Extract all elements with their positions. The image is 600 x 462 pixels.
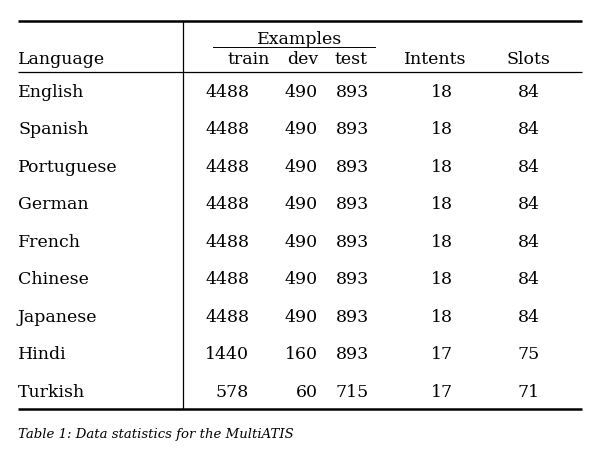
Text: 4488: 4488 (205, 158, 249, 176)
Text: French: French (18, 234, 81, 250)
Text: 84: 84 (518, 121, 540, 138)
Text: 893: 893 (336, 234, 369, 250)
Text: 893: 893 (336, 271, 369, 288)
Text: 18: 18 (431, 196, 453, 213)
Text: 490: 490 (285, 158, 318, 176)
Text: 893: 893 (336, 346, 369, 363)
Text: Japanese: Japanese (18, 309, 97, 326)
Text: 578: 578 (216, 383, 249, 401)
Text: Slots: Slots (506, 51, 550, 67)
Text: 893: 893 (336, 309, 369, 326)
Text: 18: 18 (431, 158, 453, 176)
Text: 160: 160 (285, 346, 318, 363)
Text: English: English (18, 84, 85, 101)
Text: 4488: 4488 (205, 121, 249, 138)
Text: 84: 84 (518, 196, 540, 213)
Text: 84: 84 (518, 234, 540, 250)
Text: Turkish: Turkish (18, 383, 85, 401)
Text: 84: 84 (518, 271, 540, 288)
Text: 18: 18 (431, 84, 453, 101)
Text: 1440: 1440 (205, 346, 249, 363)
Text: 84: 84 (518, 309, 540, 326)
Text: 4488: 4488 (205, 234, 249, 250)
Text: 490: 490 (285, 309, 318, 326)
Text: Chinese: Chinese (18, 271, 89, 288)
Text: 18: 18 (431, 309, 453, 326)
Text: 490: 490 (285, 121, 318, 138)
Text: 893: 893 (336, 84, 369, 101)
Text: 60: 60 (296, 383, 318, 401)
Text: Hindi: Hindi (18, 346, 67, 363)
Text: 18: 18 (431, 121, 453, 138)
Text: dev: dev (287, 51, 319, 67)
Text: 4488: 4488 (205, 309, 249, 326)
Text: 715: 715 (336, 383, 369, 401)
Text: Intents: Intents (404, 51, 466, 67)
Text: 4488: 4488 (205, 271, 249, 288)
Text: 893: 893 (336, 121, 369, 138)
Text: 18: 18 (431, 234, 453, 250)
Text: Examples: Examples (257, 31, 343, 48)
Text: 71: 71 (518, 383, 540, 401)
Text: 490: 490 (285, 234, 318, 250)
Text: 17: 17 (431, 383, 453, 401)
Text: 4488: 4488 (205, 84, 249, 101)
Text: 893: 893 (336, 158, 369, 176)
Text: Portuguese: Portuguese (18, 158, 118, 176)
Text: 18: 18 (431, 271, 453, 288)
Text: 84: 84 (518, 84, 540, 101)
Text: test: test (335, 51, 367, 67)
Text: Table 1: Data statistics for the MultiATIS: Table 1: Data statistics for the MultiAT… (18, 428, 294, 441)
Text: 84: 84 (518, 158, 540, 176)
Text: 75: 75 (518, 346, 540, 363)
Text: 17: 17 (431, 346, 453, 363)
Text: train: train (228, 51, 270, 67)
Text: 490: 490 (285, 84, 318, 101)
Text: Spanish: Spanish (18, 121, 89, 138)
Text: 4488: 4488 (205, 196, 249, 213)
Text: German: German (18, 196, 89, 213)
Text: 490: 490 (285, 196, 318, 213)
Text: 893: 893 (336, 196, 369, 213)
Text: 490: 490 (285, 271, 318, 288)
Text: Language: Language (18, 51, 105, 67)
